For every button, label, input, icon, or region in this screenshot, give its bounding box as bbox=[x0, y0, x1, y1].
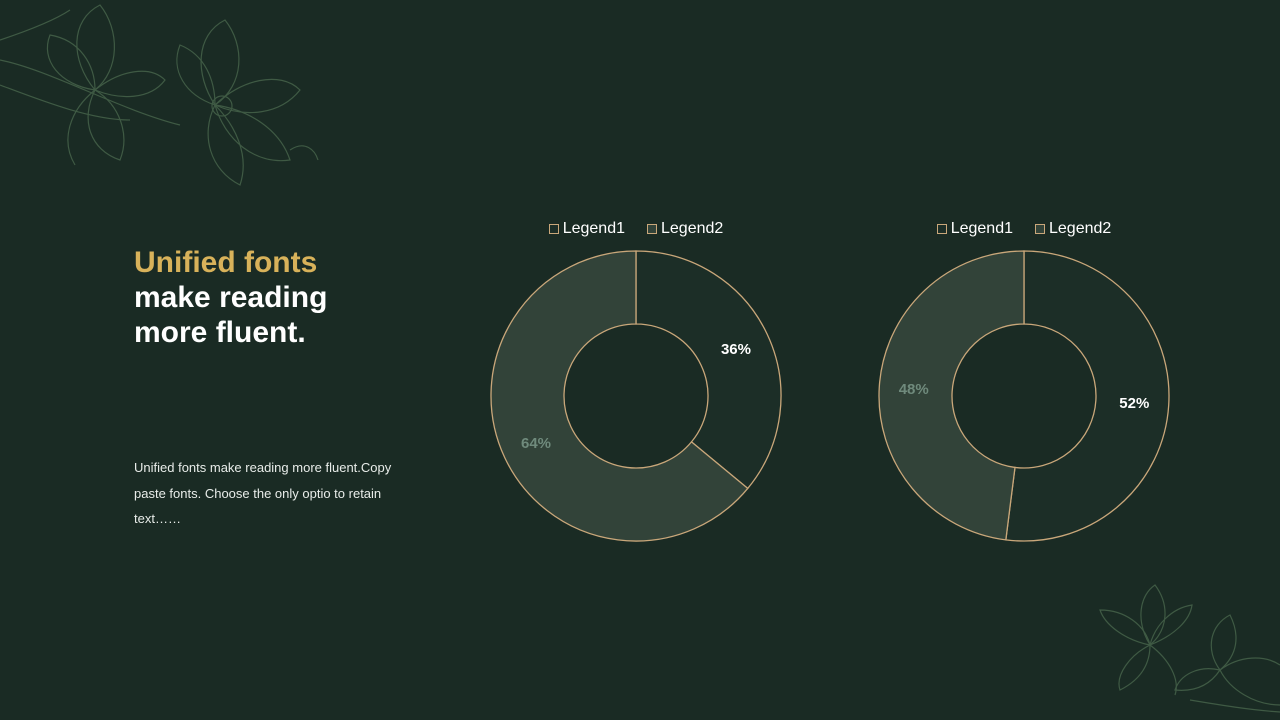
legend-swatch-2 bbox=[1035, 224, 1045, 234]
headline-accent: Unified fonts bbox=[134, 246, 318, 279]
body-text: Unified fonts make reading more fluent.C… bbox=[134, 460, 392, 526]
chart-legend: Legend1 Legend2 bbox=[486, 220, 786, 238]
legend-item-1: Legend1 bbox=[548, 220, 625, 238]
flower-decoration-icon bbox=[0, 4, 319, 186]
data-label-2: 64% bbox=[521, 435, 551, 452]
legend-item-2: Legend2 bbox=[1035, 220, 1111, 238]
chart-legend: Legend1 Legend2 bbox=[874, 220, 1174, 238]
donut-chart-1: Legend1 Legend2 36% 64% bbox=[486, 216, 786, 556]
donut-slice-2 bbox=[490, 250, 749, 542]
donut-slice-1 bbox=[635, 250, 782, 490]
legend-item-2: Legend2 bbox=[647, 220, 723, 238]
donut-chart-2: Legend1 Legend2 52% 48% bbox=[874, 216, 1174, 556]
headline: Unified fonts make reading more fluent. bbox=[134, 245, 327, 350]
legend-swatch-1 bbox=[936, 224, 947, 234]
legend-swatch-1 bbox=[548, 224, 559, 234]
legend-label-2: Legend2 bbox=[661, 220, 724, 237]
headline-line2: make reading bbox=[134, 281, 328, 314]
legend-swatch-2 bbox=[647, 224, 657, 234]
donut-slice-1 bbox=[1005, 250, 1170, 542]
legend-label-1: Legend1 bbox=[562, 220, 625, 237]
legend-item-1: Legend1 bbox=[936, 220, 1013, 238]
donut-svg: 36% 64% bbox=[490, 250, 782, 542]
legend-label-2: Legend2 bbox=[1049, 220, 1112, 237]
legend-label-1: Legend1 bbox=[950, 220, 1013, 237]
data-label-1: 52% bbox=[1119, 395, 1149, 412]
donut-slice-2 bbox=[878, 250, 1025, 541]
donut-svg: 52% 48% bbox=[878, 250, 1170, 542]
flower-decoration-icon bbox=[1099, 584, 1280, 713]
headline-line3: more fluent. bbox=[134, 316, 306, 349]
data-label-1: 36% bbox=[721, 341, 751, 358]
data-label-2: 48% bbox=[899, 381, 929, 398]
